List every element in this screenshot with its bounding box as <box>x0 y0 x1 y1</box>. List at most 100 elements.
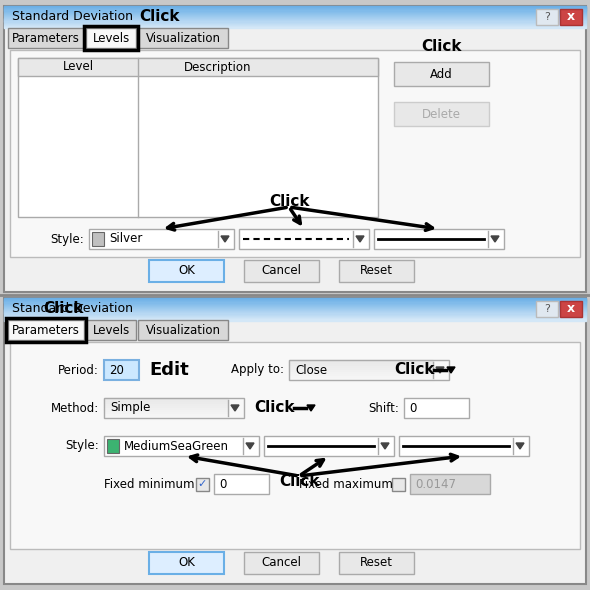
Bar <box>4 19 586 21</box>
Text: Levels: Levels <box>93 323 130 336</box>
Bar <box>4 318 586 319</box>
Bar <box>4 308 586 310</box>
Bar <box>4 20 586 22</box>
Bar <box>4 310 586 312</box>
Text: ?: ? <box>544 12 550 22</box>
Text: Standard Deviation: Standard Deviation <box>12 303 133 316</box>
Bar <box>4 12 586 14</box>
Text: 20: 20 <box>109 363 124 376</box>
Bar <box>394 102 489 126</box>
Bar <box>4 17 586 19</box>
Bar <box>4 298 586 300</box>
Text: Click: Click <box>269 194 309 208</box>
Bar <box>4 303 586 305</box>
Bar <box>289 372 433 375</box>
Polygon shape <box>231 405 239 411</box>
Text: Standard Deviation: Standard Deviation <box>12 11 133 24</box>
Text: Method:: Method: <box>51 402 99 415</box>
Text: MediumSeaGreen: MediumSeaGreen <box>124 440 229 453</box>
Bar <box>239 229 369 249</box>
Bar <box>289 360 449 380</box>
Bar <box>92 232 104 246</box>
Polygon shape <box>221 236 229 242</box>
Bar <box>289 360 433 362</box>
Bar <box>289 374 433 376</box>
Text: 0.0147: 0.0147 <box>415 477 456 490</box>
Bar <box>8 28 84 48</box>
Text: Parameters: Parameters <box>12 31 80 44</box>
Bar <box>4 317 586 318</box>
Text: Shift:: Shift: <box>368 402 399 415</box>
Bar <box>4 314 586 316</box>
Text: 0: 0 <box>219 477 227 490</box>
Bar <box>104 406 228 408</box>
Bar <box>4 303 586 304</box>
Text: Cancel: Cancel <box>261 264 301 277</box>
Polygon shape <box>246 443 254 449</box>
Bar <box>18 58 378 217</box>
Bar <box>399 436 529 456</box>
Bar <box>4 18 586 19</box>
Bar <box>4 301 586 303</box>
Bar <box>4 22 586 24</box>
Bar <box>4 300 586 302</box>
Bar <box>104 416 228 418</box>
Bar <box>244 552 319 574</box>
Bar <box>8 320 84 340</box>
Text: Visualization: Visualization <box>146 323 221 336</box>
Bar <box>4 319 586 320</box>
Bar <box>289 368 433 371</box>
Polygon shape <box>381 443 389 449</box>
Bar <box>4 6 586 292</box>
Bar <box>410 474 490 494</box>
Text: Level: Level <box>63 61 94 74</box>
Bar <box>196 478 209 491</box>
Bar <box>560 9 582 25</box>
Bar <box>4 26 586 27</box>
Bar <box>4 24 586 25</box>
Text: Visualization: Visualization <box>146 31 221 44</box>
Text: Add: Add <box>430 67 453 80</box>
Text: Delete: Delete <box>422 107 461 120</box>
Text: Close: Close <box>295 363 327 376</box>
Text: x: x <box>567 11 575 24</box>
Bar <box>4 21 586 23</box>
Bar <box>4 14 586 15</box>
Text: Cancel: Cancel <box>261 556 301 569</box>
Bar <box>104 410 228 412</box>
Bar <box>214 474 269 494</box>
Polygon shape <box>356 236 364 242</box>
Bar <box>289 376 433 379</box>
Bar <box>560 301 582 317</box>
Text: Silver: Silver <box>109 232 142 245</box>
Text: Fixed maximum: Fixed maximum <box>299 477 393 490</box>
Text: Click: Click <box>254 401 294 415</box>
Bar <box>4 9 586 11</box>
Text: Click: Click <box>139 9 179 24</box>
Text: x: x <box>567 303 575 316</box>
Text: Style:: Style: <box>50 232 84 245</box>
Bar <box>4 313 586 315</box>
Text: Style:: Style: <box>65 440 99 453</box>
Bar <box>264 436 394 456</box>
Bar <box>4 15 586 17</box>
Bar <box>18 58 378 76</box>
Bar <box>104 402 228 405</box>
Text: ?: ? <box>544 304 550 314</box>
Bar <box>84 26 138 50</box>
Polygon shape <box>447 367 455 373</box>
Bar <box>4 298 586 584</box>
Bar <box>4 304 586 306</box>
Bar <box>289 378 433 381</box>
Bar <box>4 7 586 9</box>
Bar <box>104 408 228 411</box>
Bar <box>4 311 586 313</box>
Bar <box>289 362 433 365</box>
Bar <box>4 8 586 10</box>
Bar <box>4 307 586 309</box>
Bar <box>4 11 586 13</box>
Text: Reset: Reset <box>360 556 393 569</box>
Bar <box>4 316 586 317</box>
Bar <box>394 62 489 86</box>
Bar <box>392 478 405 491</box>
